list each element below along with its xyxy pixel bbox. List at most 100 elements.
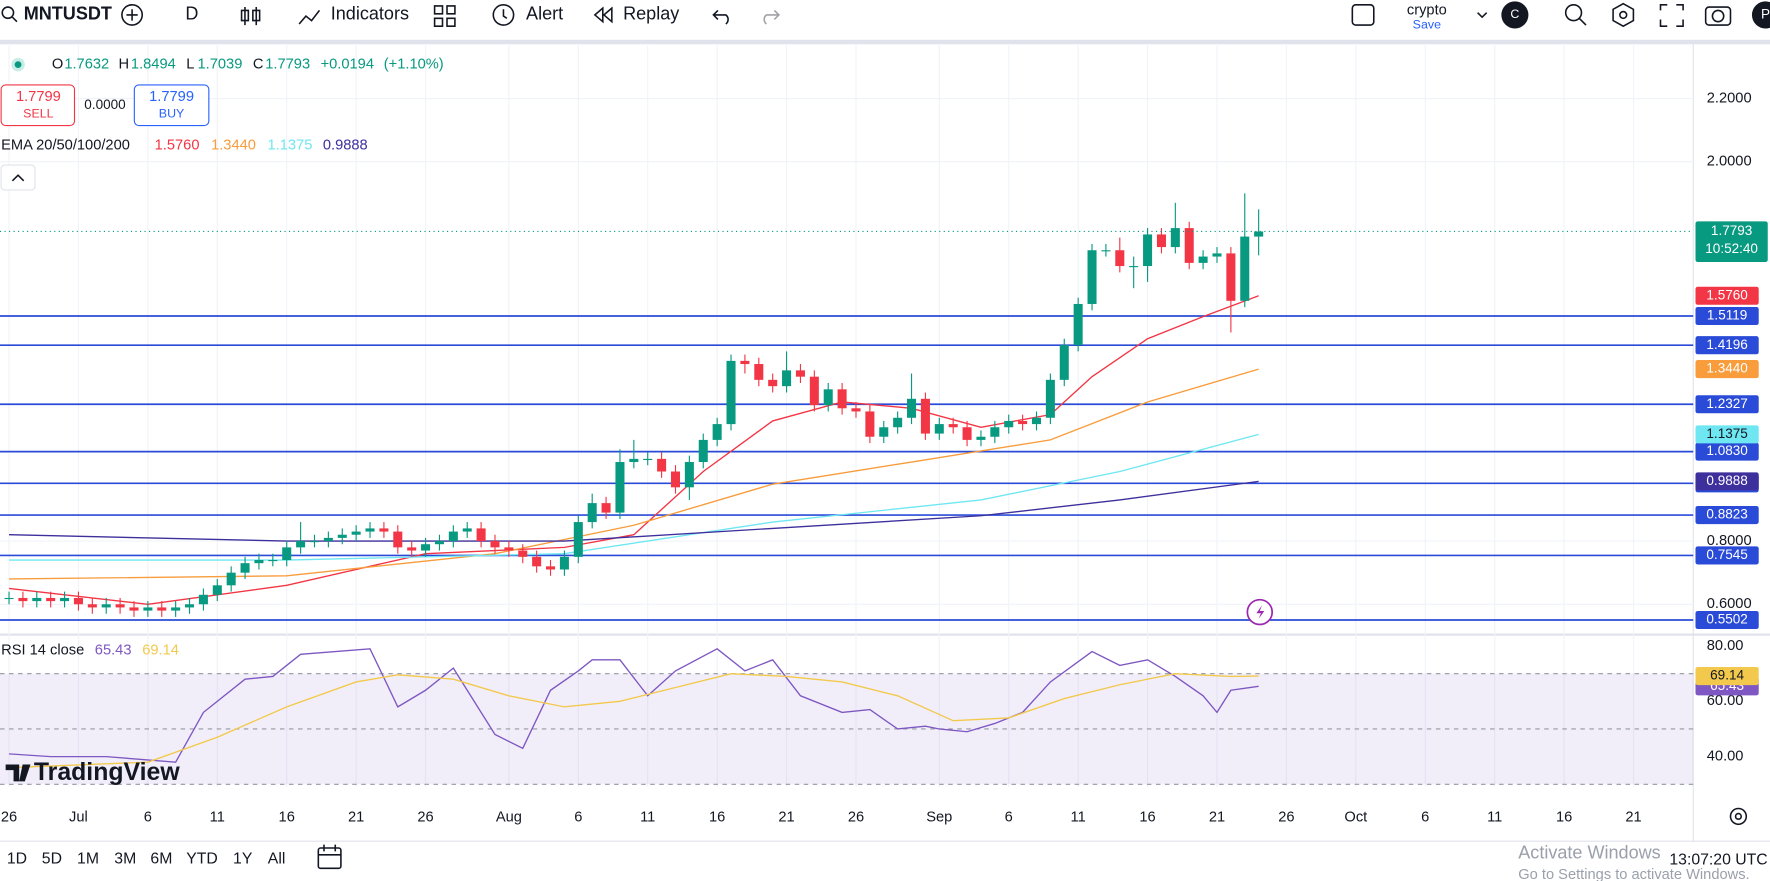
level-tag [1695, 395, 1759, 414]
avatar-p[interactable] [1751, 1, 1770, 29]
search-icon[interactable] [1, 6, 15, 20]
rsi-tag-label: 69.14 [1710, 668, 1744, 683]
price-tag-label: 1.7793 [1711, 223, 1752, 238]
sell-label: SELL [23, 107, 53, 121]
symbol[interactable]: MNTUSDT [24, 4, 112, 24]
ohlc-value: 1.7793 [265, 56, 310, 72]
undo[interactable] [712, 9, 729, 25]
candle-body [434, 541, 444, 545]
chart-type[interactable] [240, 7, 261, 26]
level-tag-label: 0.7545 [1706, 547, 1747, 562]
candle-body [268, 560, 278, 562]
candle-body [934, 424, 944, 434]
candle-body [351, 531, 361, 535]
candle-body [1087, 250, 1097, 304]
axis-settings [1734, 812, 1743, 821]
rsi-title: RSI 14 close [1, 642, 84, 658]
level-tag-label: 1.2327 [1706, 396, 1747, 411]
ema-line [9, 368, 1259, 580]
candle-body [837, 389, 847, 409]
candle-body [670, 471, 681, 488]
add-symbol[interactable] [121, 3, 144, 26]
candle-body [407, 547, 417, 551]
indicators[interactable]: Indicators [331, 4, 409, 24]
layout-menu[interactable] [1477, 12, 1488, 19]
range-button[interactable]: 1D [7, 850, 27, 867]
fullscreen[interactable] [1659, 3, 1684, 28]
candle-body [879, 427, 889, 437]
x-tick-label: 6 [144, 809, 152, 825]
collapse-legend [11, 174, 25, 182]
alert[interactable]: Alert [526, 4, 563, 24]
layout-button[interactable] [1351, 3, 1375, 26]
candle-body [573, 522, 583, 557]
candle-body [226, 572, 236, 586]
range-button[interactable]: 3M [114, 850, 136, 867]
save[interactable]: Save [1413, 17, 1441, 31]
settings[interactable] [1612, 2, 1635, 28]
date-range[interactable] [317, 847, 342, 870]
candle-body [754, 364, 764, 380]
x-tick-label: 21 [348, 809, 364, 825]
rsi-value: 69.14 [142, 642, 179, 658]
candle-body [726, 360, 736, 425]
sell-button[interactable] [0, 84, 76, 127]
range-button[interactable]: 1M [77, 850, 99, 867]
candle-body [46, 597, 56, 602]
x-tick-label: 16 [1556, 809, 1572, 825]
ema-tag-label: 1.1375 [1706, 426, 1747, 441]
alert-icon [502, 9, 508, 19]
candle-body [518, 550, 528, 557]
ohlc-label: L [186, 56, 194, 72]
x-tick-label: 26 [1, 809, 17, 825]
snapshot [1711, 9, 1725, 23]
candle-body [1101, 250, 1111, 252]
ema-tag [1695, 286, 1759, 305]
range-button[interactable]: All [268, 850, 286, 867]
candle-body [504, 547, 514, 551]
bottom-bar: 13:07:20 UTC Activate Windows Go to Sett… [1, 807, 1768, 881]
range-button[interactable]: 6M [150, 850, 172, 867]
layout-name[interactable]: crypto [1407, 2, 1447, 18]
level-tag-label: 1.0830 [1706, 443, 1747, 458]
layouts[interactable] [433, 5, 456, 28]
marks: 2.2000 2.0000 0.8000 0.6000 1.5119 1.4196 1.23… [0, 90, 1768, 785]
range-button[interactable]: 1Y [233, 850, 253, 867]
candle-body [115, 604, 125, 608]
date-range [318, 844, 341, 856]
candle-body [337, 534, 347, 538]
level-tag [1695, 506, 1759, 525]
countdown: 10:52:40 [1705, 241, 1758, 256]
candle-body [740, 360, 750, 365]
candle-body [920, 398, 930, 434]
candle-body [587, 503, 597, 523]
candle-body [1156, 234, 1166, 248]
range-button[interactable]: YTD [186, 850, 218, 867]
candle-body [185, 604, 195, 608]
axis-settings[interactable] [1729, 807, 1748, 826]
interval[interactable]: D [185, 4, 198, 24]
x-tick-label: 11 [1487, 809, 1502, 825]
x-tick-label: 26 [1278, 809, 1294, 825]
collapse-legend[interactable] [0, 164, 36, 191]
object-tree[interactable] [1564, 3, 1583, 22]
ohlc-value: 1.7039 [198, 56, 243, 72]
candle-body [1073, 303, 1083, 346]
y-tick-label: 2.2000 [1707, 90, 1752, 106]
candle-body [657, 458, 667, 472]
buy-button[interactable] [133, 84, 210, 127]
candle-body [1212, 253, 1222, 257]
snapshot[interactable] [1704, 6, 1732, 26]
avatar[interactable] [1501, 1, 1529, 29]
candle-body [893, 417, 903, 428]
level-tag-label: 1.4196 [1706, 337, 1747, 352]
spread: 0.0000 [84, 97, 125, 112]
candle-body [865, 411, 875, 437]
replay[interactable]: Replay [623, 4, 679, 24]
range-button[interactable]: 5D [42, 850, 62, 867]
x-tick-label: Aug [496, 809, 522, 825]
x-tick-label: 16 [279, 809, 295, 825]
redo[interactable] [763, 9, 781, 25]
candle-body [768, 379, 778, 387]
rsi-line [8, 672, 1259, 769]
